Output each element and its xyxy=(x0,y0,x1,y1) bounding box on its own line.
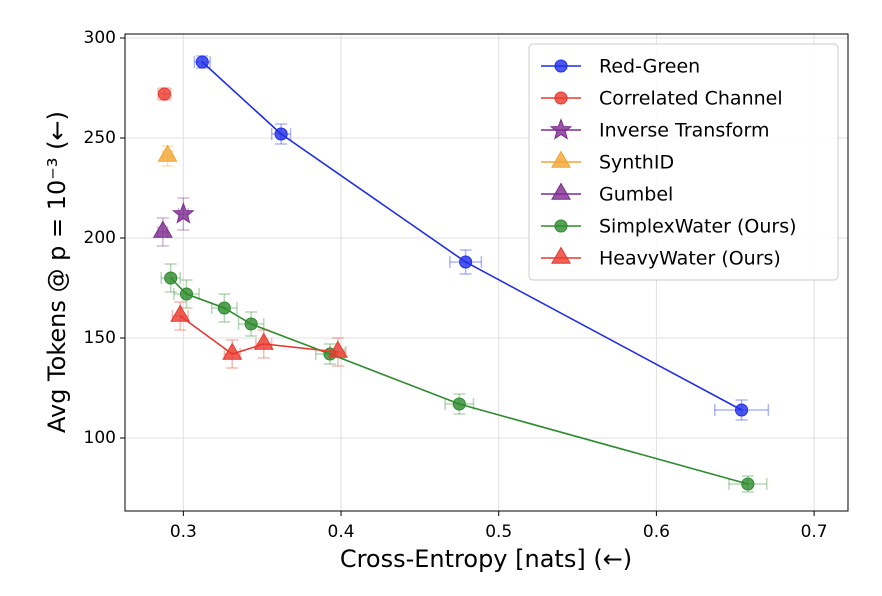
point xyxy=(217,301,231,315)
point xyxy=(170,304,191,322)
point xyxy=(195,55,209,69)
legend-label: HeavyWater (Ours) xyxy=(599,248,781,270)
plot-frame xyxy=(124,33,849,512)
x-tick-label: 0.6 xyxy=(643,522,670,542)
point xyxy=(152,220,173,238)
legend-marker xyxy=(551,246,571,264)
x-tick-label: 0.7 xyxy=(801,522,828,542)
point xyxy=(164,271,178,285)
y-tick-label: 200 xyxy=(84,228,116,248)
x-axis-label: Cross-Entropy [nats] (←) xyxy=(340,545,632,573)
point xyxy=(459,255,473,269)
legend-label: Gumbel xyxy=(599,184,673,206)
series-line xyxy=(170,277,749,485)
y-tick-label: 250 xyxy=(84,128,116,148)
point xyxy=(327,340,348,358)
point xyxy=(452,397,466,411)
legend-label: Inverse Transform xyxy=(599,120,770,142)
point xyxy=(741,477,755,491)
series-line xyxy=(201,61,742,411)
legend-marker xyxy=(554,219,568,233)
point xyxy=(157,144,178,162)
y-tick-label: 100 xyxy=(84,428,116,448)
legend: Red-Green Correlated Channel Inverse Trans… xyxy=(528,43,839,281)
legend-marker xyxy=(554,91,568,105)
legend-marker xyxy=(549,118,573,140)
point xyxy=(172,202,195,224)
x-tick-label: 0.4 xyxy=(328,522,355,542)
point xyxy=(179,287,194,301)
legend-label: Red-Green xyxy=(599,56,700,78)
legend-marker xyxy=(551,150,571,168)
x-tick-label: 0.5 xyxy=(485,522,512,542)
legend-label: Correlated Channel xyxy=(599,88,783,110)
point xyxy=(735,403,749,417)
point xyxy=(157,87,171,101)
legend-label: SimplexWater (Ours) xyxy=(599,216,797,238)
series-line xyxy=(179,315,338,355)
legend-marker xyxy=(554,59,568,73)
point xyxy=(253,332,274,350)
x-tick-label: 0.3 xyxy=(170,522,197,542)
point xyxy=(244,317,258,331)
legend-label: SynthID xyxy=(599,152,674,174)
y-axis-label: Avg Tokens @ p = 10⁻³ (←) xyxy=(43,111,71,433)
point xyxy=(222,342,243,360)
legend-marker xyxy=(551,182,571,200)
y-tick-label: 300 xyxy=(84,28,116,48)
y-tick-label: 150 xyxy=(84,328,116,348)
legend-box xyxy=(528,43,839,281)
point xyxy=(274,127,288,141)
